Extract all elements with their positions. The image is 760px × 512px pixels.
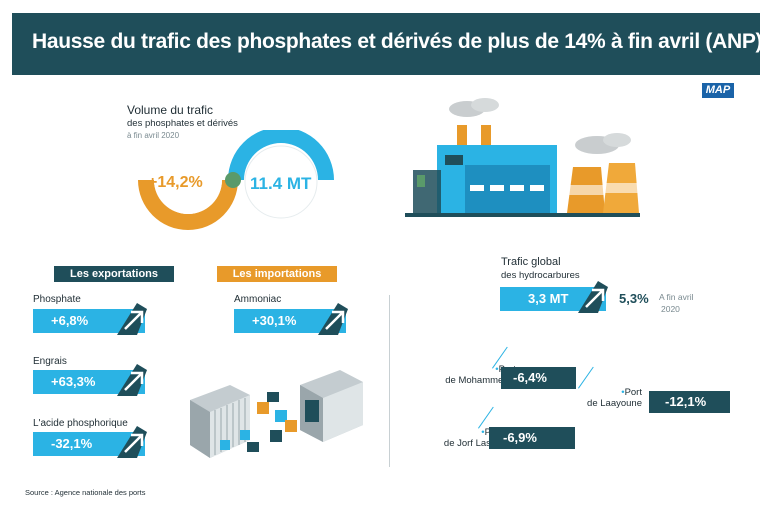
up-arrow-icon <box>318 303 348 335</box>
export-bar-engrais: +63,3% <box>33 364 147 396</box>
orange-inner-circle <box>154 146 222 214</box>
port-line2: de Mohammedia <box>445 375 516 386</box>
export-label-phosphate: Phosphate <box>33 294 81 305</box>
page-title: Hausse du trafic des phosphates et dériv… <box>32 30 760 53</box>
port-line2: de Laayoune <box>587 398 642 409</box>
port-connector <box>478 406 494 429</box>
factory-illustration <box>405 98 640 217</box>
export-value-engrais: +63,3% <box>51 374 96 389</box>
blue-inner-circle <box>244 145 318 219</box>
volume-subtitle: des phosphates et dérivés <box>127 118 238 129</box>
hydrocarbons-date-line2: 2020 <box>661 304 680 314</box>
volume-growth: +14,2% <box>148 174 203 191</box>
port-bar-jorf-lasfar: -6,9% <box>489 427 575 449</box>
hydrocarbons-title: Trafic global <box>501 256 561 268</box>
import-label-ammoniac: Ammoniac <box>234 294 282 305</box>
hydrocarbons-growth: 5,3% <box>619 291 649 306</box>
port-line1: Port <box>624 387 642 398</box>
connector-dot <box>225 172 241 188</box>
export-value-acide: -32,1% <box>51 436 93 451</box>
hydrocarbons-date: A fin avril 2020 <box>659 291 694 315</box>
title-banner: Hausse du trafic des phosphates et dériv… <box>12 13 760 75</box>
export-bar-acide: -32,1% <box>33 426 147 458</box>
hydrocarbons-subtitle: des hydrocarbures <box>501 270 580 281</box>
volume-date: à fin avril 2020 <box>127 131 180 140</box>
port-label-laayoune: •Port de Laayoune <box>556 387 642 409</box>
up-arrow-icon <box>117 303 147 335</box>
hydrocarbons-bar: 3,3 MT <box>500 281 608 313</box>
port-line2: de Jorf Lasfar <box>443 438 502 449</box>
import-bar-ammoniac: +30,1% <box>234 303 348 335</box>
port-connector <box>578 366 594 389</box>
import-value-ammoniac: +30,1% <box>252 313 297 328</box>
blue-ring <box>228 130 334 180</box>
volume-title: Volume du trafic <box>127 103 214 117</box>
port-bar-laayoune: -12,1% <box>649 391 730 413</box>
export-bar-phosphate: +6,8% <box>33 303 147 335</box>
map-logo: MAP <box>702 83 734 98</box>
hydrocarbons-date-line1: A fin avril <box>659 292 694 302</box>
up-arrow-icon <box>117 426 147 458</box>
source-note: Source : Agence nationale des ports <box>25 488 146 497</box>
up-arrow-icon <box>117 364 147 396</box>
exports-header: Les exportations <box>54 266 174 282</box>
hydrocarbons-volume: 3,3 MT <box>528 291 569 306</box>
section-divider <box>389 295 390 467</box>
export-label-engrais: Engrais <box>33 356 67 367</box>
up-arrow-icon <box>578 281 608 313</box>
shipping-containers-illustration <box>190 370 363 458</box>
volume-donut-graphic <box>138 130 334 230</box>
port-bar-mohammedia: -6,4% <box>501 367 576 389</box>
orange-ring <box>138 180 238 230</box>
export-value-phosphate: +6,8% <box>51 313 89 328</box>
imports-header: Les importations <box>217 266 337 282</box>
port-label-jorf-lasfar: •Port de Jorf Lasfar <box>402 427 502 449</box>
volume-total: 11.4 MT <box>250 174 312 193</box>
export-label-acide: L'acide phosphorique <box>33 418 128 429</box>
